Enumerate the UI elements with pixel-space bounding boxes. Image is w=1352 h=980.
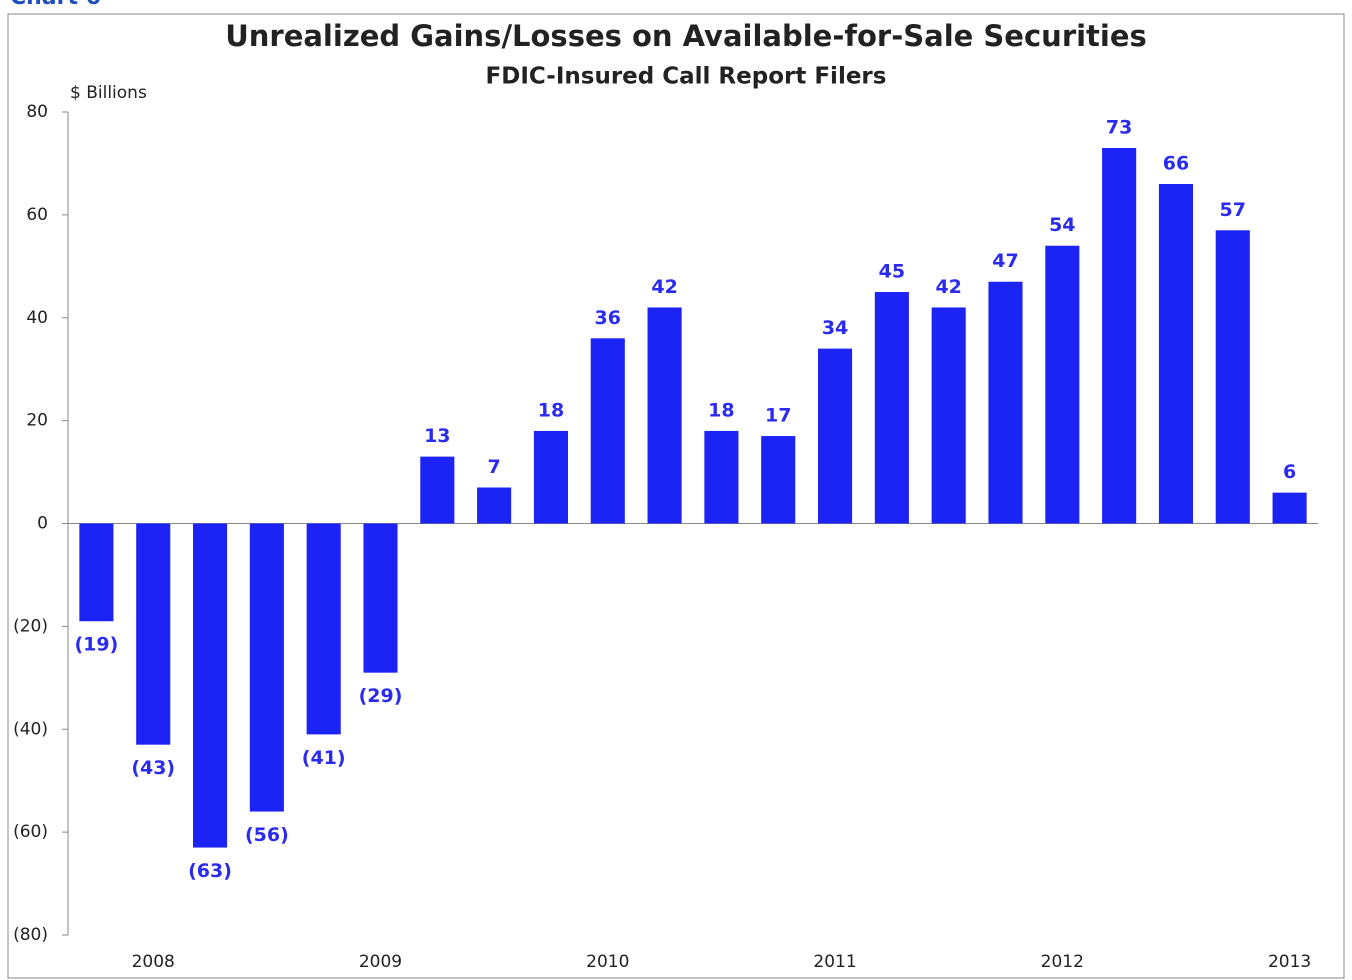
chart-label: Chart 6 (10, 0, 101, 10)
chart-frame (7, 13, 1345, 979)
value-label: (29) (359, 685, 403, 707)
value-label: 36 (595, 307, 621, 329)
bar (1272, 492, 1307, 524)
y-tick-label: (20) (13, 616, 48, 636)
bar (590, 338, 625, 524)
bar (1158, 184, 1193, 524)
value-label: 6 (1283, 461, 1296, 483)
value-label: 17 (765, 405, 791, 427)
bar (761, 436, 796, 524)
value-label: (41) (302, 747, 346, 769)
x-tick-label: 2013 (1268, 952, 1311, 972)
bar (363, 523, 398, 673)
y-tick-label: 60 (26, 205, 48, 225)
value-label: 66 (1163, 153, 1189, 175)
y-tick-label: (80) (13, 925, 48, 945)
value-label: 18 (538, 399, 564, 421)
x-tick-label: 2009 (359, 952, 402, 972)
bar (988, 281, 1023, 524)
value-label: 18 (708, 399, 734, 421)
bar (1045, 245, 1080, 524)
value-label: 34 (822, 317, 848, 339)
value-label: 73 (1106, 117, 1132, 139)
y-tick-label: (40) (13, 719, 48, 739)
x-tick-label: 2010 (586, 952, 629, 972)
bar (647, 307, 682, 524)
y-tick-label: (60) (13, 822, 48, 842)
value-label: (19) (75, 634, 119, 656)
value-label: (56) (245, 824, 289, 846)
bar (1102, 148, 1137, 524)
y-tick-label: 0 (37, 514, 48, 534)
bar (79, 523, 114, 622)
value-label: 57 (1220, 199, 1246, 221)
y-tick-label: 80 (26, 102, 48, 122)
value-label: 47 (992, 250, 1018, 272)
bar (874, 292, 909, 524)
bar (704, 430, 739, 524)
y-tick-label: 20 (26, 411, 48, 431)
bar (1215, 230, 1250, 524)
x-tick-label: 2011 (813, 952, 856, 972)
bar (136, 523, 171, 745)
bar (249, 523, 284, 812)
x-tick-label: 2008 (132, 952, 175, 972)
bar (533, 430, 568, 524)
bar (193, 523, 228, 848)
bar (818, 348, 853, 524)
y-tick-label: 40 (26, 308, 48, 328)
chart-title: Unrealized Gains/Losses on Available-for… (225, 19, 1147, 53)
bar (477, 487, 512, 524)
y-axis-label: $ Billions (70, 83, 147, 103)
value-label: 54 (1049, 214, 1075, 236)
value-label: (63) (188, 860, 232, 882)
value-label: 42 (651, 276, 677, 298)
chart-subtitle: FDIC-Insured Call Report Filers (486, 64, 887, 90)
value-label: 45 (879, 261, 905, 283)
bar (306, 523, 341, 735)
bar (420, 456, 455, 524)
x-tick-label: 2012 (1041, 952, 1084, 972)
value-label: 13 (424, 425, 450, 447)
bar (931, 307, 966, 524)
value-label: (43) (131, 757, 175, 779)
value-label: 42 (935, 276, 961, 298)
value-label: 7 (488, 456, 501, 478)
